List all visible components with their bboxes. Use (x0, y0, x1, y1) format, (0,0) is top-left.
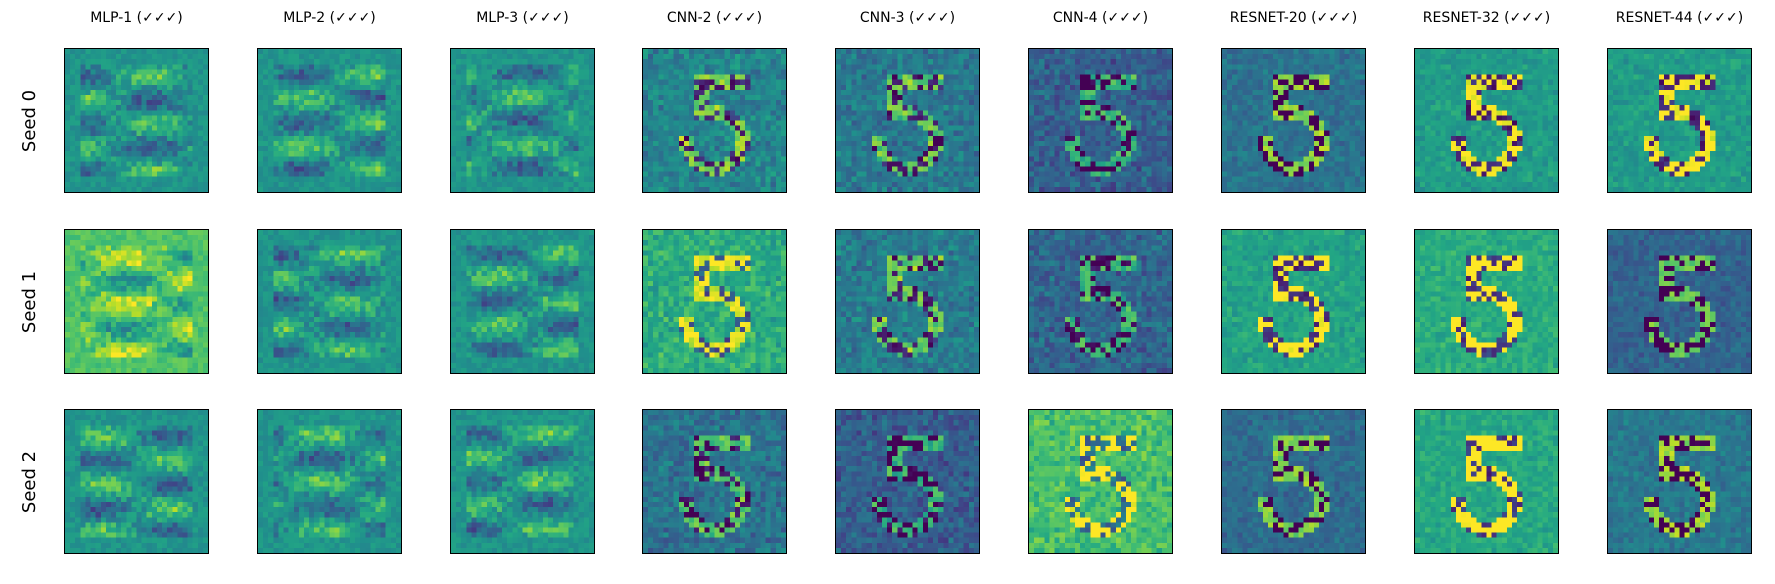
heatmap-image (836, 230, 979, 373)
heatmap-panel (64, 48, 209, 193)
heatmap-panel (642, 229, 787, 374)
heatmap-panel (450, 229, 595, 374)
heatmap-image (1608, 410, 1751, 553)
heatmap-image (1222, 230, 1365, 373)
heatmap-panel (1221, 409, 1366, 554)
heatmap-panel (257, 409, 402, 554)
heatmap-panel (64, 409, 209, 554)
heatmap-panel (1414, 229, 1559, 374)
column-title: RESNET-44 (✓✓✓) (1615, 10, 1744, 26)
heatmap-panel (1028, 229, 1173, 374)
heatmap-image (643, 230, 786, 373)
column-title: RESNET-20 (✓✓✓) (1229, 10, 1358, 26)
heatmap-image (65, 410, 208, 553)
heatmap-image (1029, 410, 1172, 553)
column-title: MLP-3 (✓✓✓) (476, 10, 569, 26)
heatmap-image (451, 230, 594, 373)
heatmap-image (1415, 49, 1558, 192)
heatmap-panel (642, 409, 787, 554)
heatmap-image (258, 49, 401, 192)
row-label: Seed 1 (19, 270, 40, 333)
heatmap-image (451, 49, 594, 192)
column-title: RESNET-32 (✓✓✓) (1422, 10, 1551, 26)
heatmap-image (258, 230, 401, 373)
heatmap-panel (1221, 229, 1366, 374)
heatmap-image (1029, 230, 1172, 373)
heatmap-image (836, 410, 979, 553)
row-label: Seed 0 (19, 89, 40, 152)
heatmap-panel (257, 48, 402, 193)
heatmap-panel (1607, 48, 1752, 193)
heatmap-panel (1414, 48, 1559, 193)
heatmap-panel (835, 229, 980, 374)
heatmap-panel (835, 409, 980, 554)
heatmap-image (1222, 49, 1365, 192)
column-title: CNN-4 (✓✓✓) (1052, 10, 1149, 26)
heatmap-panel (642, 48, 787, 193)
heatmap-panel (1607, 229, 1752, 374)
heatmap-image (1415, 230, 1558, 373)
heatmap-image (451, 410, 594, 553)
heatmap-image (65, 49, 208, 192)
heatmap-image (1029, 49, 1172, 192)
heatmap-image (836, 49, 979, 192)
heatmap-image (65, 230, 208, 373)
heatmap-panel (1028, 409, 1173, 554)
column-title: MLP-1 (✓✓✓) (90, 10, 183, 26)
heatmap-image (1222, 410, 1365, 553)
column-title: CNN-2 (✓✓✓) (666, 10, 763, 26)
heatmap-panel (835, 48, 980, 193)
row-label: Seed 2 (19, 450, 40, 513)
heatmap-panel (1607, 409, 1752, 554)
heatmap-panel (1414, 409, 1559, 554)
heatmap-image (643, 49, 786, 192)
heatmap-image (1608, 230, 1751, 373)
heatmap-panel (450, 409, 595, 554)
heatmap-panel (450, 48, 595, 193)
column-title: MLP-2 (✓✓✓) (283, 10, 376, 26)
heatmap-panel (1221, 48, 1366, 193)
heatmap-panel (64, 229, 209, 374)
heatmap-image (258, 410, 401, 553)
heatmap-image (1415, 410, 1558, 553)
heatmap-panel (1028, 48, 1173, 193)
heatmap-image (1608, 49, 1751, 192)
column-title: CNN-3 (✓✓✓) (859, 10, 956, 26)
heatmap-image (643, 410, 786, 553)
heatmap-panel (257, 229, 402, 374)
